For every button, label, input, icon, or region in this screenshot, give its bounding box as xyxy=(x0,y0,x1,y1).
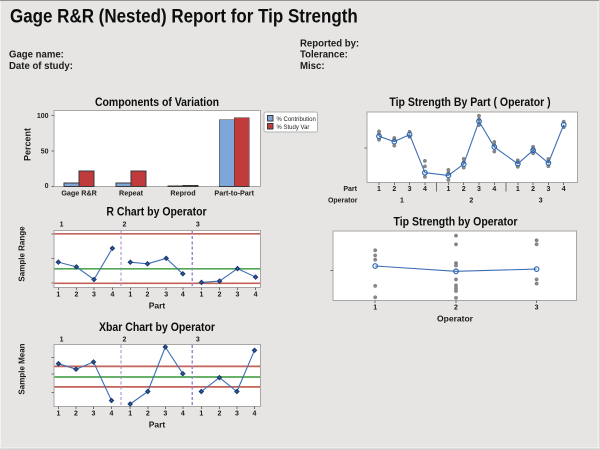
svg-text:Tip Strength by Operator: Tip Strength by Operator xyxy=(394,216,518,229)
svg-text:4: 4 xyxy=(110,292,114,299)
svg-text:R Chart by Operator: R Chart by Operator xyxy=(106,206,207,219)
svg-text:Part: Part xyxy=(149,301,166,311)
svg-text:2: 2 xyxy=(74,292,78,299)
svg-text:Gage name:: Gage name: xyxy=(9,49,64,61)
svg-text:Date of study:: Date of study: xyxy=(9,61,73,73)
svg-text:50: 50 xyxy=(41,149,49,156)
svg-text:% Contribution: % Contribution xyxy=(277,117,316,123)
svg-text:3: 3 xyxy=(546,186,550,193)
svg-text:Tip Strength By Part ( Operato: Tip Strength By Part ( Operator ) xyxy=(389,96,550,109)
svg-text:2: 2 xyxy=(122,222,126,229)
svg-text:3: 3 xyxy=(196,337,200,344)
svg-text:2: 2 xyxy=(146,292,150,299)
svg-text:Operator: Operator xyxy=(437,314,474,324)
svg-text:1: 1 xyxy=(199,411,203,418)
svg-text:2: 2 xyxy=(531,186,535,193)
svg-text:Gage R&R: Gage R&R xyxy=(61,189,97,198)
svg-text:Part: Part xyxy=(149,420,166,430)
svg-text:1: 1 xyxy=(128,292,132,299)
svg-text:1: 1 xyxy=(516,186,520,193)
svg-text:4: 4 xyxy=(562,186,566,193)
svg-text:2: 2 xyxy=(122,337,126,344)
svg-text:Sample Mean: Sample Mean xyxy=(18,343,27,394)
svg-text:1: 1 xyxy=(200,292,204,299)
svg-text:4: 4 xyxy=(254,292,258,299)
svg-text:1: 1 xyxy=(373,305,377,312)
svg-text:Components of Variation: Components of Variation xyxy=(95,96,219,109)
svg-text:Reprod: Reprod xyxy=(170,189,195,198)
svg-text:3: 3 xyxy=(535,305,539,312)
svg-text:Reported by:: Reported by: xyxy=(300,38,359,50)
svg-text:3: 3 xyxy=(163,411,167,418)
svg-text:1: 1 xyxy=(56,292,60,299)
svg-text:4: 4 xyxy=(423,186,427,193)
svg-text:1: 1 xyxy=(57,411,61,418)
svg-text:Gage R&R (Nested) Report for T: Gage R&R (Nested) Report for Tip Strengt… xyxy=(10,4,358,26)
svg-text:Sample Range: Sample Range xyxy=(18,226,27,282)
svg-text:2: 2 xyxy=(146,411,150,418)
svg-text:100: 100 xyxy=(37,113,49,120)
svg-text:1: 1 xyxy=(377,186,381,193)
svg-text:2: 2 xyxy=(217,411,221,418)
svg-text:1: 1 xyxy=(60,222,64,229)
svg-text:Repeat: Repeat xyxy=(119,189,144,198)
svg-text:4: 4 xyxy=(181,292,185,299)
svg-text:1: 1 xyxy=(400,198,404,205)
svg-text:1: 1 xyxy=(60,337,64,344)
svg-text:2: 2 xyxy=(218,292,222,299)
svg-text:Operator: Operator xyxy=(328,198,358,205)
svg-text:2: 2 xyxy=(469,198,473,205)
svg-text:Percent: Percent xyxy=(23,128,33,161)
svg-text:1: 1 xyxy=(128,411,132,418)
svg-text:4: 4 xyxy=(253,411,257,418)
svg-text:Tolerance:: Tolerance: xyxy=(300,49,348,61)
svg-text:3: 3 xyxy=(92,411,96,418)
svg-text:3: 3 xyxy=(235,411,239,418)
svg-text:4: 4 xyxy=(110,411,114,418)
svg-text:4: 4 xyxy=(492,186,496,193)
svg-text:4: 4 xyxy=(181,411,185,418)
svg-text:3: 3 xyxy=(539,198,543,205)
svg-text:Part-to-Part: Part-to-Part xyxy=(214,189,254,198)
svg-text:3: 3 xyxy=(164,292,168,299)
svg-text:3: 3 xyxy=(92,292,96,299)
svg-text:% Study Var: % Study Var xyxy=(277,125,310,131)
svg-text:3: 3 xyxy=(236,292,240,299)
svg-text:3: 3 xyxy=(408,186,412,193)
svg-text:3: 3 xyxy=(477,186,481,193)
svg-text:2: 2 xyxy=(454,305,458,312)
svg-text:Xbar Chart by Operator: Xbar Chart by Operator xyxy=(99,321,216,334)
svg-text:Misc:: Misc: xyxy=(300,61,325,73)
svg-text:2: 2 xyxy=(74,411,78,418)
svg-text:1: 1 xyxy=(446,186,450,193)
svg-text:2: 2 xyxy=(392,186,396,193)
svg-text:Part: Part xyxy=(343,186,357,193)
svg-text:3: 3 xyxy=(196,222,200,229)
svg-text:0: 0 xyxy=(45,183,49,190)
svg-text:2: 2 xyxy=(462,186,466,193)
